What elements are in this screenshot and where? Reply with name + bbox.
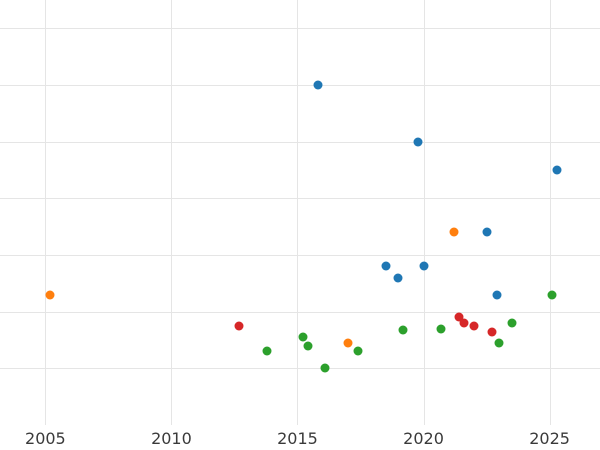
vertical-gridline: [297, 0, 299, 425]
scatter-point-green: [436, 324, 446, 334]
vertical-gridline: [171, 0, 173, 425]
scatter-point-green: [298, 332, 308, 342]
horizontal-gridline: [0, 255, 600, 256]
scatter-point-green: [353, 346, 363, 356]
scatter-point-red: [234, 321, 244, 331]
scatter-point-orange: [45, 290, 55, 300]
scatter-point-green: [303, 341, 313, 351]
horizontal-gridline: [0, 368, 600, 370]
vertical-gridline: [549, 0, 551, 425]
x-tick-label: 2005: [25, 429, 66, 448]
scatter-point-red: [459, 318, 469, 328]
x-tick-label: 2020: [403, 429, 444, 448]
scatter-point-green: [262, 346, 272, 356]
scatter-point-blue: [393, 273, 403, 283]
vertical-gridline: [45, 0, 47, 425]
scatter-point-green: [494, 338, 504, 348]
scatter-point-blue: [381, 261, 391, 271]
plot-area: [0, 0, 600, 425]
scatter-point-blue: [492, 290, 502, 300]
horizontal-gridline: [0, 311, 600, 313]
scatter-point-blue: [482, 227, 492, 237]
horizontal-gridline: [0, 85, 600, 86]
scatter-point-blue: [313, 80, 323, 90]
horizontal-gridline: [0, 28, 600, 30]
scatter-point-red: [487, 327, 497, 336]
vertical-gridline: [423, 0, 425, 425]
scatter-point-green: [507, 318, 517, 328]
horizontal-gridline: [0, 141, 600, 143]
scatter-point-green: [547, 290, 557, 300]
scatter-point-blue: [413, 137, 423, 147]
scatter-point-orange: [343, 338, 353, 348]
scatter-point-blue: [419, 261, 429, 271]
x-tick-label: 2010: [151, 429, 192, 448]
scatter-point-red: [454, 312, 464, 322]
x-tick-label: 2025: [529, 429, 570, 448]
x-tick-label: 2015: [277, 429, 318, 448]
scatter-point-blue: [552, 165, 562, 175]
scatter-point-green: [398, 325, 408, 335]
scatter-point-red: [469, 321, 479, 331]
scatter-point-orange: [449, 227, 459, 237]
horizontal-gridline: [0, 198, 600, 200]
scatter-point-green: [320, 363, 330, 373]
